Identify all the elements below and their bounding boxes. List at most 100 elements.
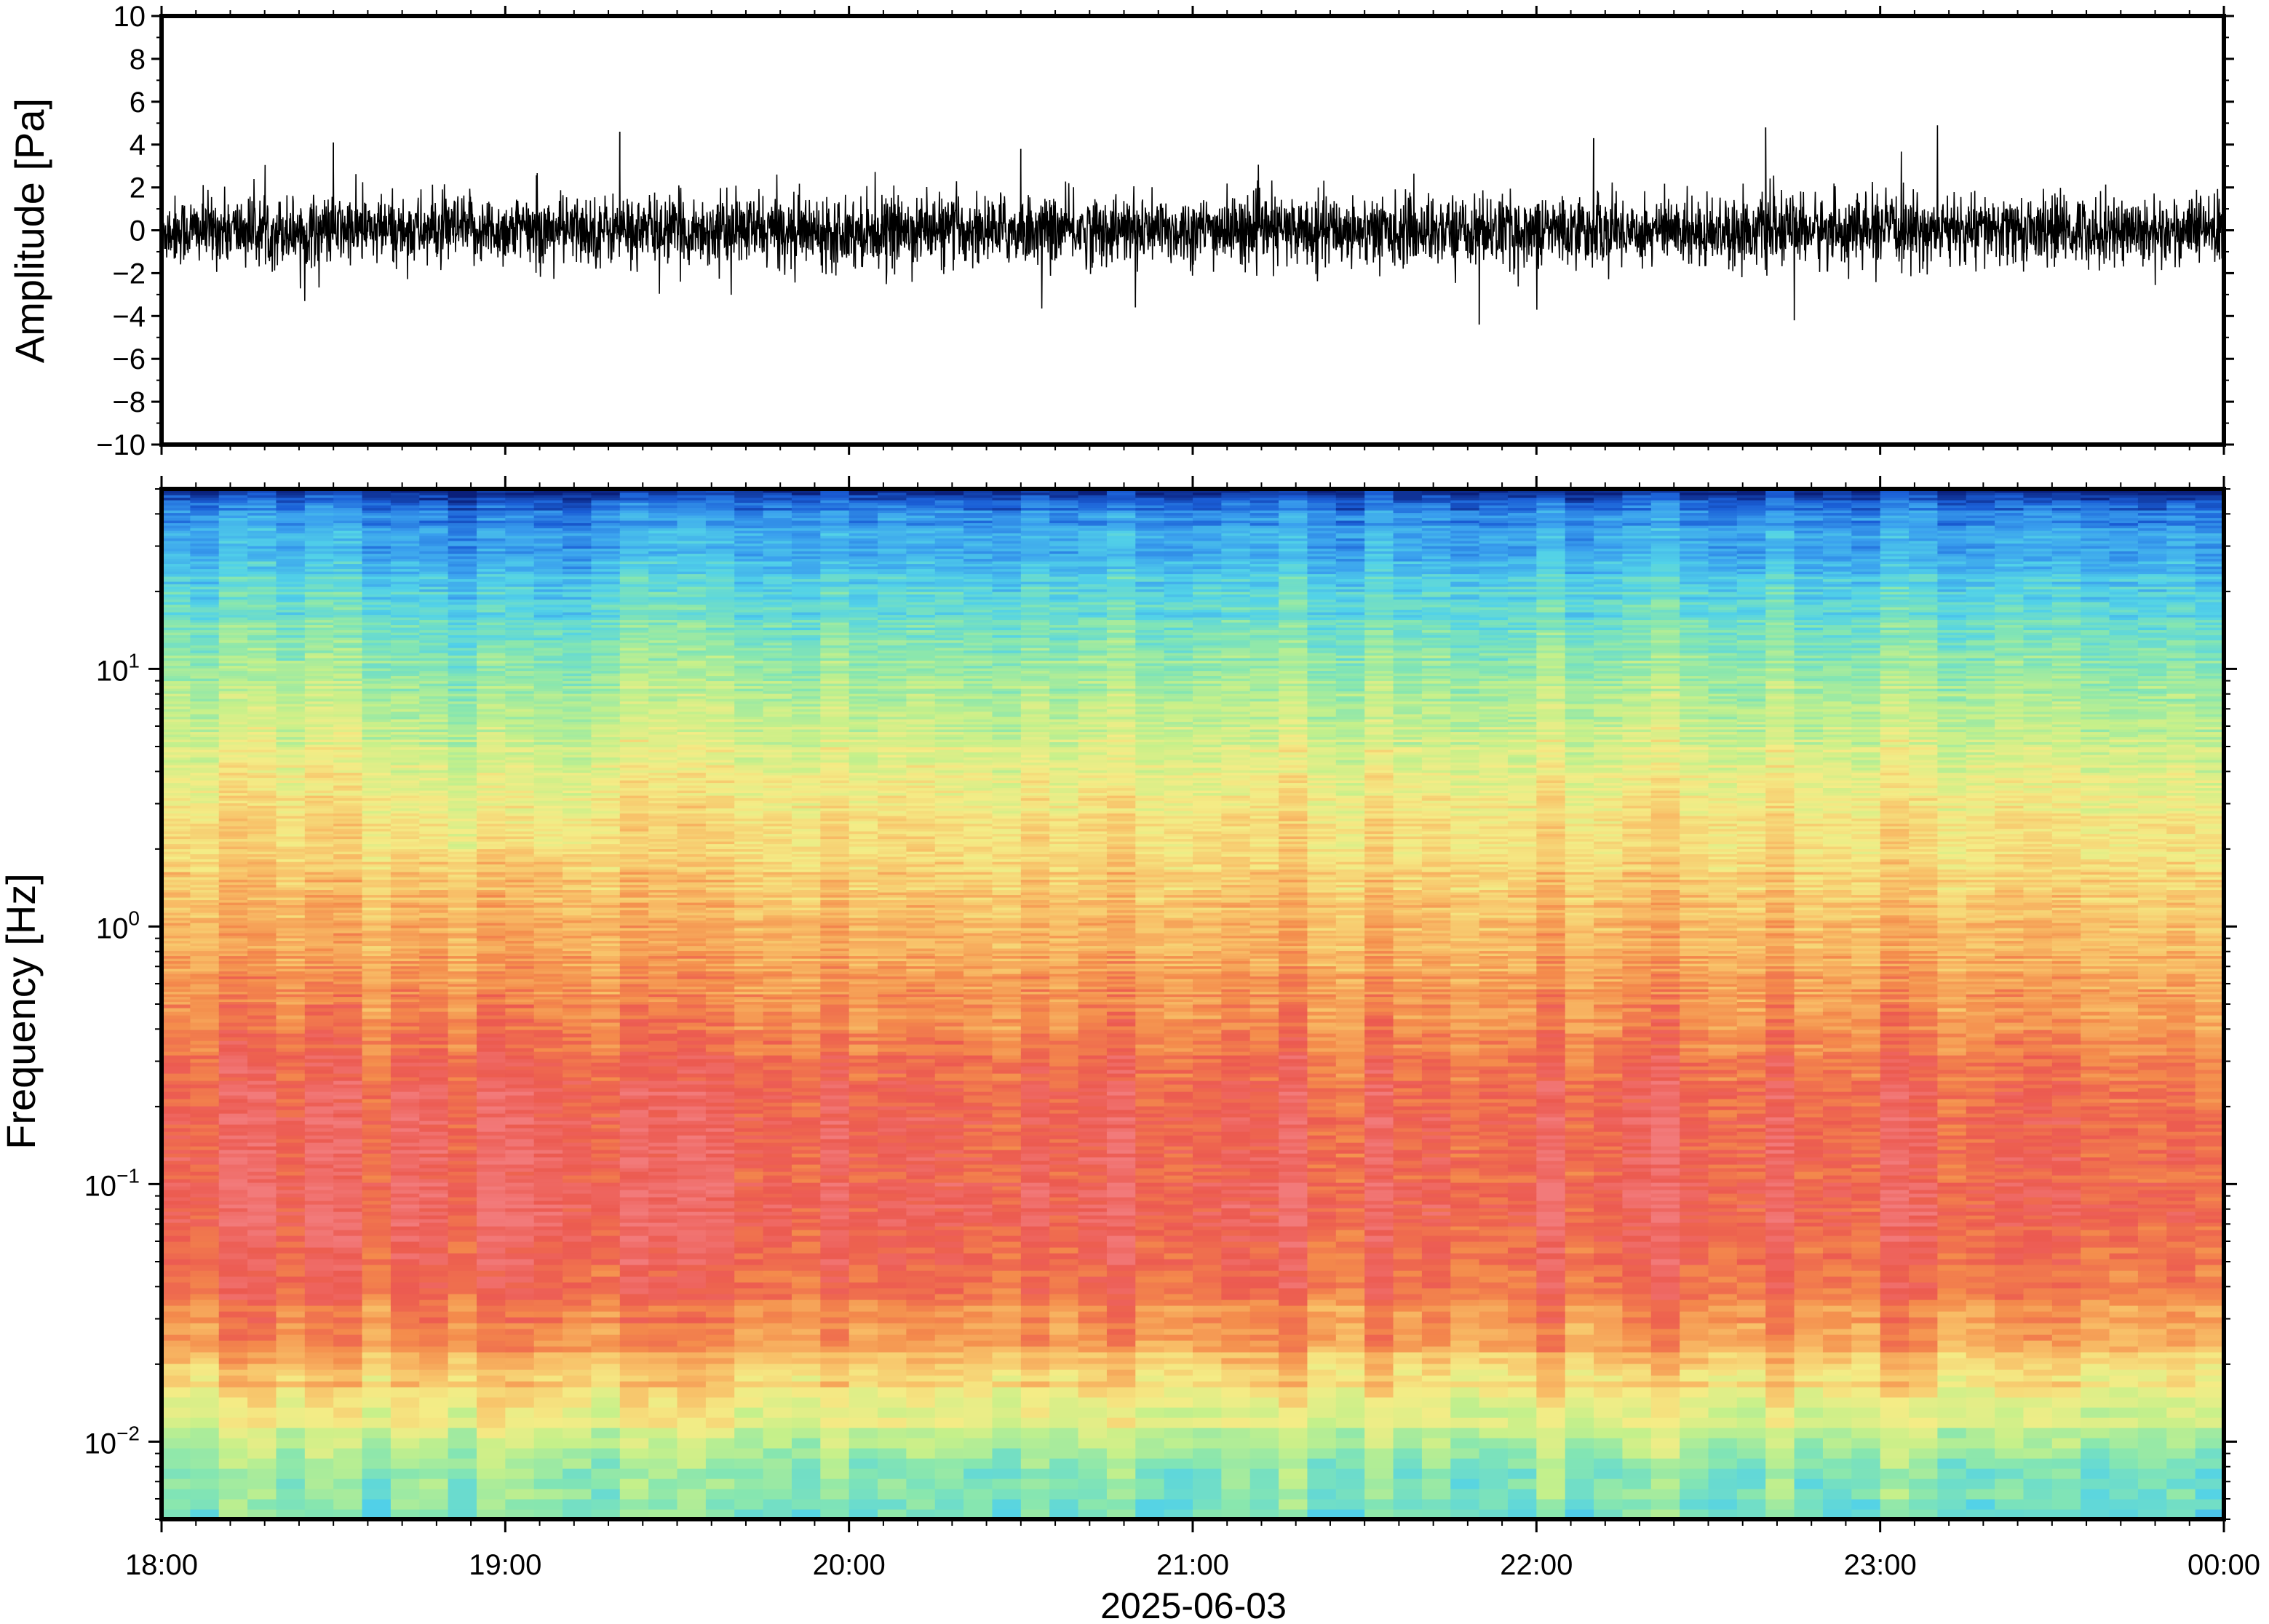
- spectrogram-cell: [1193, 1193, 1223, 1198]
- spectrogram-cell: [1708, 1311, 1738, 1318]
- spectrogram-cell: [2109, 1499, 2139, 1510]
- spectrogram-cell: [1851, 1317, 1881, 1324]
- spectrogram-cell: [1479, 1161, 1509, 1165]
- spectrogram-cell: [2195, 1270, 2224, 1277]
- spectrogram-cell: [1909, 1478, 1939, 1489]
- spectrogram-cell: [1450, 1153, 1480, 1158]
- spectrogram-cell: [533, 1161, 563, 1165]
- spectrogram-cell: [591, 1226, 621, 1230]
- spectrogram-cell: [448, 1208, 477, 1212]
- spectrogram-cell: [1680, 1299, 1709, 1306]
- spectrogram-cell: [476, 1153, 506, 1158]
- spectrogram-cell: [734, 1164, 764, 1169]
- spectrogram-cell: [1995, 1168, 2024, 1172]
- spectrogram-cell: [1049, 1369, 1079, 1376]
- spectrogram-cell: [1594, 1364, 1624, 1370]
- spectrogram-cell: [2081, 1305, 2110, 1312]
- spectrogram-cell: [1966, 1294, 1995, 1300]
- spectrogram-cell: [1135, 1288, 1165, 1294]
- spectrogram-cell: [2023, 1458, 2053, 1469]
- spectrogram-cell: [1106, 1215, 1137, 1219]
- spectrogram-cell: [218, 1208, 248, 1212]
- spectrogram-cell: [591, 1509, 621, 1519]
- spectrogram-cell: [1193, 1241, 1223, 1248]
- spectrogram-cell: [1909, 1193, 1939, 1198]
- spectrogram-cell: [734, 1352, 764, 1358]
- spectrogram-cell: [734, 1211, 764, 1216]
- spectrogram-cell: [1536, 1204, 1566, 1209]
- spectrogram-cell: [791, 1428, 822, 1438]
- spectrogram-cell: [1078, 1219, 1108, 1223]
- spectrogram-cell: [734, 1259, 764, 1265]
- spectrogram-cell: [162, 1288, 191, 1294]
- spectrogram-cell: [2109, 1334, 2139, 1341]
- spectrogram-cell: [1995, 1150, 2024, 1154]
- spectrogram-cell: [2051, 1164, 2081, 1169]
- spectrogram-cell: [1736, 1247, 1767, 1254]
- spectrogram-cell: [1221, 1208, 1251, 1212]
- spectrogram-cell: [1680, 1352, 1709, 1358]
- spectrogram-cell: [1421, 1288, 1452, 1294]
- spectrogram-cell: [1164, 1197, 1193, 1201]
- spectrogram-cell: [1880, 1259, 1910, 1265]
- spectrogram-cell: [591, 1270, 621, 1277]
- spectrogram-cell: [1594, 1265, 1624, 1271]
- spectrogram-cell: [1479, 1150, 1509, 1154]
- spectrogram-cell: [304, 1364, 334, 1370]
- spectrogram-cell: [2195, 1226, 2224, 1230]
- spectrogram-cell: [963, 1190, 993, 1194]
- spectrogram-cell: [791, 1364, 822, 1370]
- spectrogram-cell: [1279, 1509, 1308, 1519]
- spectrogram-cell: [1106, 1489, 1137, 1500]
- spectrogram-cell: [1794, 1197, 1824, 1201]
- spectrogram-cell: [849, 1276, 878, 1283]
- spectrogram-cell: [276, 1235, 306, 1242]
- spectrogram-cell: [648, 1193, 678, 1198]
- spectrogram-cell: [1450, 1381, 1480, 1388]
- spectrogram-cell: [705, 1219, 736, 1223]
- spectrogram-cell: [419, 1150, 449, 1154]
- spectrogram-cell: [276, 1193, 306, 1198]
- spectrogram-cell: [791, 1215, 822, 1219]
- spectrogram-cell: [1966, 1265, 1995, 1271]
- spectrogram-cell: [1450, 1139, 1480, 1143]
- spectrogram-cell: [1450, 1397, 1480, 1408]
- spectrogram-cell: [1049, 1375, 1079, 1382]
- spectrogram-cell: [619, 1142, 649, 1147]
- spectrogram-cell: [276, 1164, 306, 1169]
- spectrogram-cell: [1966, 1448, 1995, 1459]
- spectrogram-cell: [677, 1139, 707, 1143]
- spectrogram-cell: [677, 1190, 707, 1194]
- spectrogram-cell: [1020, 1428, 1050, 1438]
- spectrogram-cell: [677, 1230, 707, 1236]
- spectrogram-cell: [1335, 1375, 1365, 1382]
- spectrogram-cell: [1909, 1317, 1939, 1324]
- spectrogram-cell: [591, 1352, 621, 1358]
- spectrogram-cell: [992, 1146, 1022, 1150]
- spectrogram-cell: [1307, 1323, 1337, 1329]
- spectrogram-cell: [992, 1201, 1022, 1205]
- spectrogram-cell: [677, 1197, 707, 1201]
- spectrogram-cell: [1307, 1253, 1337, 1259]
- spectrogram-cell: [1049, 1499, 1079, 1510]
- spectrogram-cell: [820, 1329, 850, 1335]
- spectrogram-cell: [1421, 1190, 1452, 1194]
- spectrogram-cell: [362, 1294, 392, 1300]
- spectrogram-cell: [1594, 1201, 1624, 1205]
- spectrogram-cell: [1364, 1259, 1394, 1265]
- spectrogram-cell: [333, 1131, 363, 1136]
- spectrogram-cell: [1335, 1204, 1365, 1209]
- spectrogram-cell: [505, 1499, 535, 1510]
- spectrogram-cell: [791, 1190, 822, 1194]
- spectrogram-cell: [1937, 1226, 1967, 1230]
- spectrogram-cell: [734, 1282, 764, 1289]
- spectrogram-cell: [963, 1208, 993, 1212]
- spectrogram-cell: [619, 1197, 649, 1201]
- spectrogram-cell: [1049, 1131, 1079, 1136]
- spectrogram-cell: [619, 1329, 649, 1335]
- spectrogram-cell: [1507, 1282, 1538, 1289]
- spectrogram-cell: [2081, 1282, 2110, 1289]
- spectrogram-cell: [1937, 1509, 1967, 1519]
- spectrogram-cell: [2195, 1323, 2224, 1329]
- spectrogram-cell: [878, 1226, 907, 1230]
